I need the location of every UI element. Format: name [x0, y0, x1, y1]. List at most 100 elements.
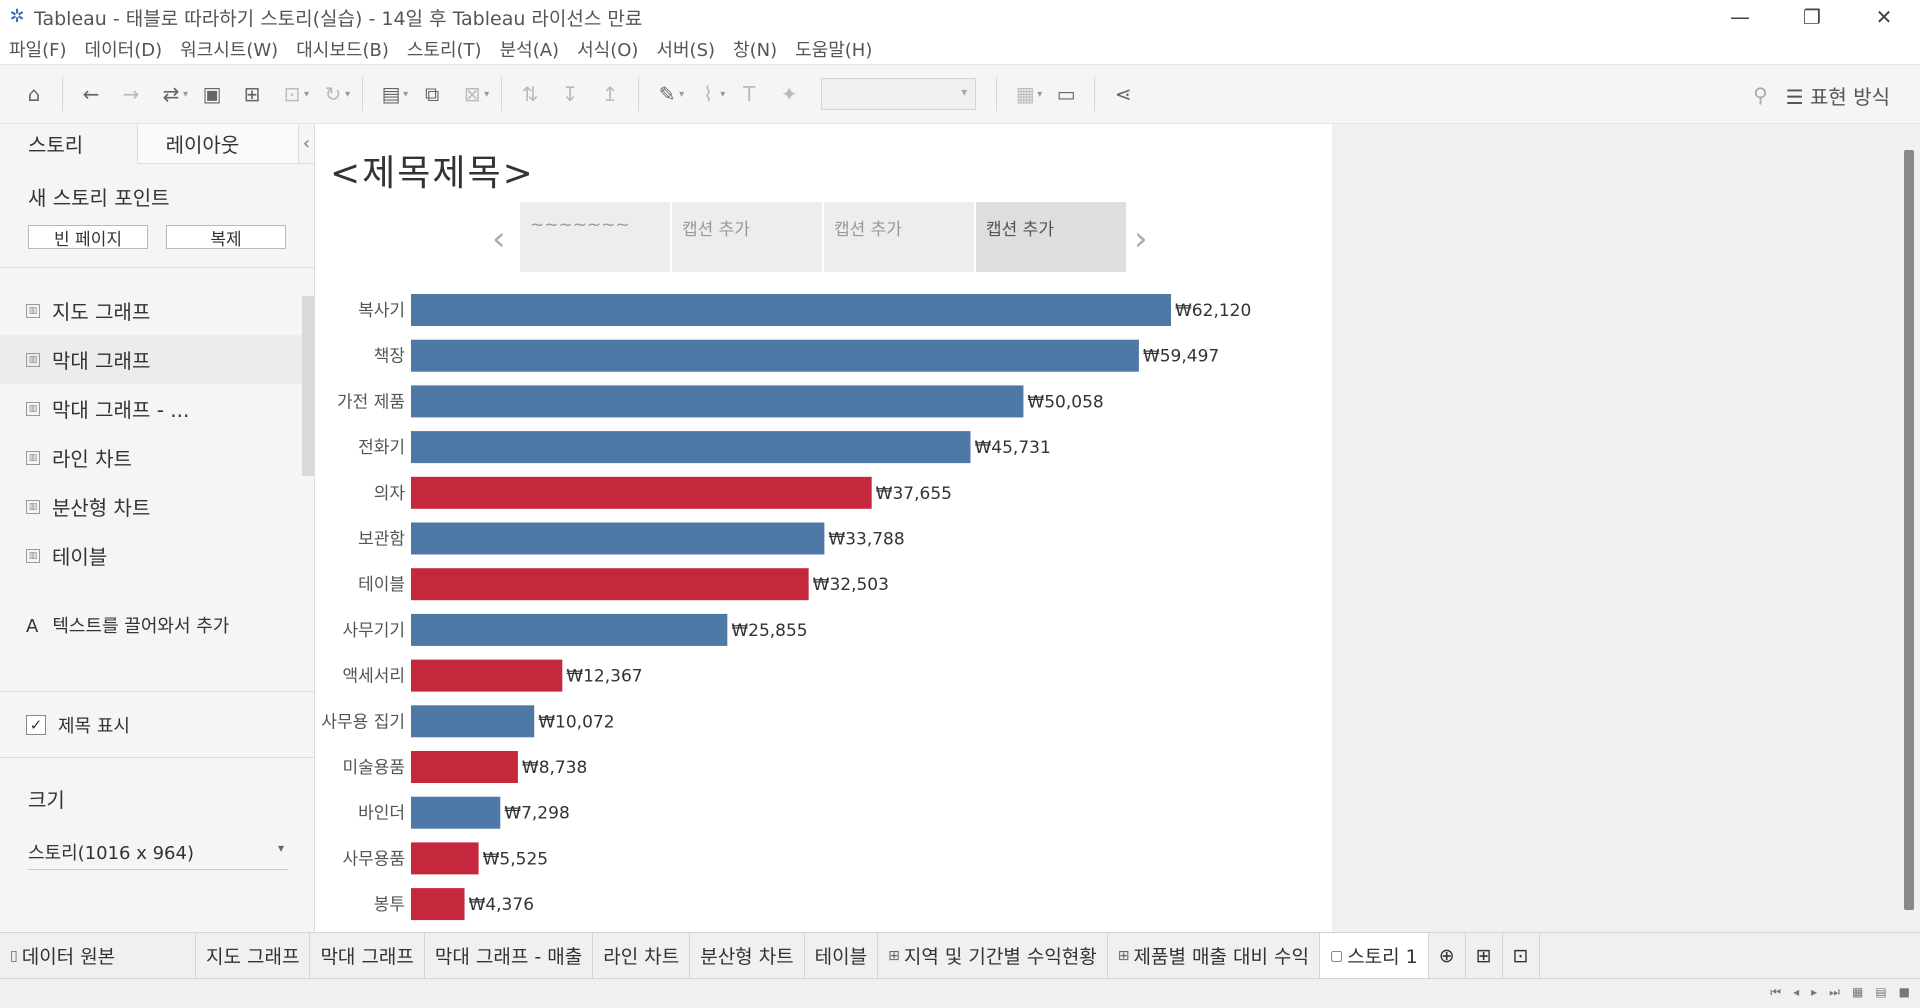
home-icon[interactable]: ⌂: [27, 82, 41, 106]
menu-worksheet[interactable]: 워크시트(W): [180, 40, 279, 61]
filmstrip-view-icon[interactable]: ▤: [1875, 985, 1887, 999]
bar[interactable]: [411, 294, 1171, 326]
format-painter-icon[interactable]: ⚲: [1753, 83, 1768, 107]
menu-analysis[interactable]: 분석(A): [499, 40, 560, 61]
story-point-caption[interactable]: ~~~~~~~: [520, 202, 670, 272]
tab-sheet[interactable]: 분산형 차트: [690, 933, 805, 978]
last-sheet-icon[interactable]: ⏭: [1829, 985, 1840, 999]
new-worksheet-tab-icon[interactable]: ⊕: [1429, 933, 1466, 978]
story-point-caption[interactable]: 캡션 추가: [672, 202, 822, 272]
sheet-list: ▥ 지도 그래프 ▥ 막대 그래프 ▥ 막대 그래프 - ... ▥ 라인 차트 ▥ 분산…: [0, 268, 314, 588]
next-point-icon[interactable]: ›: [1134, 219, 1148, 259]
tab-sheet[interactable]: 테이블: [805, 933, 879, 978]
duplicate-sheet-icon[interactable]: ⧉: [424, 82, 440, 106]
list-item[interactable]: ▥ 막대 그래프: [0, 335, 314, 384]
bar[interactable]: [411, 385, 1024, 418]
close-button[interactable]: ✕: [1875, 5, 1893, 29]
tab-sheet[interactable]: 라인 차트: [593, 933, 691, 978]
tab-story-active[interactable]: ▢ 스토리 1: [1319, 933, 1429, 978]
highlight-icon[interactable]: ✎: [658, 82, 676, 106]
tab-dashboard[interactable]: ⊞ 제품별 매출 대비 수익: [1108, 933, 1320, 978]
tab-data-source[interactable]: ▯ 데이터 원본: [0, 933, 196, 978]
menu-help[interactable]: 도움말(H): [795, 40, 873, 61]
menu-dashboard[interactable]: 대시보드(B): [296, 40, 389, 61]
list-item[interactable]: ▥ 분산형 차트: [0, 482, 314, 531]
sheet-list-scrollbar[interactable]: [302, 296, 314, 476]
list-item[interactable]: ▥ 라인 차트: [0, 433, 314, 482]
bar[interactable]: [411, 796, 501, 829]
story-point-caption-active[interactable]: 캡션 추가: [976, 202, 1126, 272]
first-sheet-icon[interactable]: ⏮: [1770, 985, 1782, 999]
clear-sheet-icon[interactable]: ⊠: [463, 82, 481, 106]
sort-descending-icon[interactable]: ↥: [601, 82, 619, 106]
tab-sheet[interactable]: 막대 그래프 - 매출: [425, 933, 594, 978]
tab-sheet[interactable]: 막대 그래프: [310, 933, 425, 978]
canvas-scrollbar[interactable]: [1904, 150, 1914, 910]
size-dropdown[interactable]: 스토리(1016 x 964): [28, 839, 288, 870]
menu-format[interactable]: 서식(O): [577, 40, 639, 61]
menu-server[interactable]: 서버(S): [656, 40, 716, 61]
value-label: ₩12,367: [566, 667, 642, 687]
pin-axes-icon[interactable]: ✦: [780, 82, 798, 106]
bar[interactable]: [411, 476, 872, 509]
show-title-toggle[interactable]: ✓ 제목 표시: [0, 692, 314, 758]
story-point-caption[interactable]: 캡션 추가: [824, 202, 974, 272]
bar[interactable]: [411, 705, 535, 738]
show-title-checkbox[interactable]: ✓: [26, 714, 46, 735]
replace-data-icon[interactable]: ⇄: [162, 82, 180, 106]
collapse-panel-icon[interactable]: ‹: [302, 133, 311, 154]
presentation-mode-icon[interactable]: ▭: [1056, 82, 1076, 106]
bar[interactable]: [411, 568, 809, 601]
menu-data[interactable]: 데이터(D): [84, 40, 163, 61]
prev-sheet-icon[interactable]: ◂: [1793, 985, 1800, 999]
restore-button[interactable]: ❐: [1803, 5, 1821, 29]
next-sheet-icon[interactable]: ▸: [1811, 985, 1818, 999]
blank-page-button[interactable]: 빈 페이지: [28, 225, 148, 250]
bar[interactable]: [411, 842, 479, 875]
new-dashboard-tab-icon[interactable]: ⊞: [1466, 933, 1503, 978]
show-me-button[interactable]: ☰ 표현 방식: [1786, 81, 1890, 110]
category-label: 의자: [374, 484, 406, 504]
group-icon[interactable]: ⌇: [703, 82, 714, 106]
bar[interactable]: [411, 613, 728, 646]
tab-layout[interactable]: 레이아웃: [137, 124, 300, 164]
story-icon: ▢: [1329, 947, 1344, 964]
list-item[interactable]: ▥ 막대 그래프 - ...: [0, 384, 314, 433]
menu-file[interactable]: 파일(F): [9, 40, 67, 61]
tab-dashboard[interactable]: ⊞ 지역 및 기간별 수익현황: [878, 933, 1108, 978]
story-title[interactable]: <제목제목>: [330, 153, 535, 194]
fit-select[interactable]: [821, 78, 977, 110]
duplicate-button[interactable]: 복제: [166, 225, 286, 250]
new-data-source-icon[interactable]: ⊞: [243, 82, 261, 106]
bar[interactable]: [411, 888, 465, 921]
menu-story[interactable]: 스토리(T): [406, 40, 482, 61]
minimize-button[interactable]: —: [1730, 5, 1750, 29]
bar[interactable]: [411, 431, 971, 464]
redo-icon[interactable]: →: [122, 82, 140, 106]
swap-rows-columns-icon[interactable]: ⇅: [521, 82, 539, 106]
show-cards-icon[interactable]: ▦: [1015, 82, 1035, 106]
bar[interactable]: [411, 339, 1139, 372]
bar[interactable]: [411, 751, 518, 783]
bar[interactable]: [411, 522, 825, 555]
save-icon[interactable]: ▣: [202, 82, 222, 106]
tabs-view-icon[interactable]: ■: [1898, 985, 1910, 999]
list-item[interactable]: ▥ 테이블: [0, 531, 314, 580]
grid-view-icon[interactable]: ▦: [1851, 985, 1864, 999]
menu-window[interactable]: 창(N): [733, 40, 778, 61]
previous-point-icon[interactable]: ‹: [492, 219, 506, 259]
labels-icon[interactable]: T: [743, 82, 756, 106]
refresh-icon[interactable]: ↻: [324, 82, 342, 106]
sort-ascending-icon[interactable]: ↧: [561, 82, 579, 106]
new-story-tab-icon[interactable]: ⊡: [1503, 933, 1540, 978]
drag-text-item[interactable]: A 텍스트를 끌어와서 추가: [0, 588, 314, 692]
undo-icon[interactable]: ←: [82, 82, 100, 106]
text-icon: A: [26, 616, 39, 637]
pause-updates-icon[interactable]: ⊡: [283, 82, 301, 106]
new-worksheet-icon[interactable]: ▤: [381, 82, 401, 106]
bar[interactable]: [411, 659, 563, 692]
tab-sheet[interactable]: 지도 그래프: [196, 933, 311, 978]
tab-story[interactable]: 스토리: [0, 124, 138, 164]
share-icon[interactable]: ⋖: [1114, 82, 1132, 106]
list-item[interactable]: ▥ 지도 그래프: [0, 286, 314, 335]
